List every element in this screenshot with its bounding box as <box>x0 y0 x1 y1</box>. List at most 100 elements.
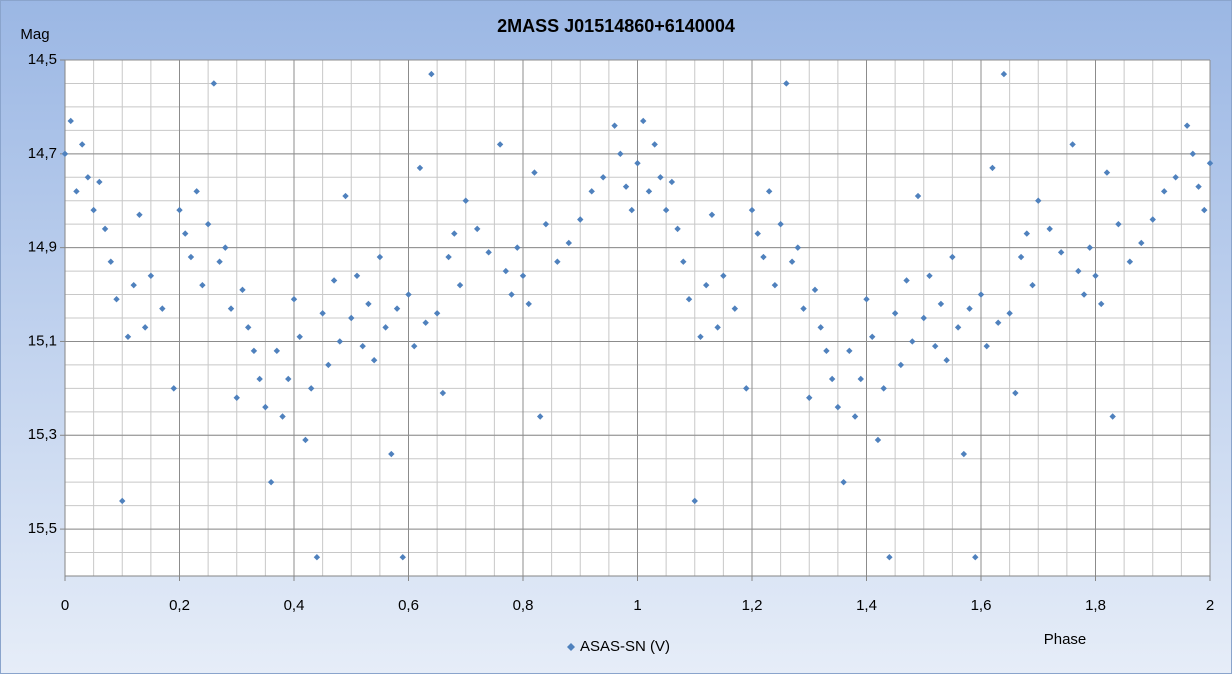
data-point <box>176 206 183 214</box>
x-tick-label: 0,6 <box>398 597 419 614</box>
data-point <box>90 206 97 214</box>
data-point <box>685 296 693 303</box>
data-point <box>1103 169 1111 176</box>
data-point <box>96 178 103 186</box>
data-point <box>1075 267 1082 275</box>
data-point <box>193 188 200 195</box>
data-point <box>599 174 607 181</box>
data-point <box>405 291 412 298</box>
data-point <box>1149 216 1156 223</box>
x-tick-label: 1,4 <box>856 597 877 614</box>
data-point <box>708 211 716 218</box>
data-point <box>502 267 510 275</box>
data-point <box>783 80 790 87</box>
data-point <box>113 296 120 303</box>
data-point <box>61 150 69 158</box>
data-point <box>697 333 704 340</box>
data-point <box>239 286 246 294</box>
data-point <box>273 347 281 355</box>
data-point <box>1012 389 1019 397</box>
data-point <box>147 272 155 279</box>
data-point <box>393 305 401 312</box>
data-point <box>1138 239 1145 247</box>
data-point <box>588 188 595 195</box>
x-tick-label: 1,2 <box>742 597 763 614</box>
data-point <box>159 305 166 312</box>
data-point <box>433 310 441 317</box>
data-point <box>1092 272 1099 279</box>
data-point <box>382 324 389 331</box>
data-point <box>227 305 235 312</box>
data-point <box>817 324 824 331</box>
data-point <box>456 281 464 289</box>
data-point <box>1172 174 1179 181</box>
data-point <box>313 554 321 561</box>
data-point <box>851 413 859 420</box>
data-point <box>296 333 303 340</box>
data-point <box>651 141 658 148</box>
data-point <box>634 160 641 167</box>
data-point <box>731 305 739 312</box>
data-point <box>78 141 86 148</box>
data-point <box>1086 244 1093 251</box>
data-point <box>897 361 905 369</box>
y-tick-label: 15,1 <box>28 332 57 349</box>
data-point <box>474 225 481 233</box>
data-point <box>743 385 750 392</box>
data-point <box>943 357 950 364</box>
data-point <box>319 310 326 317</box>
data-point <box>1023 230 1030 237</box>
data-point <box>245 324 252 331</box>
data-point <box>67 117 74 125</box>
data-point <box>1057 249 1065 256</box>
data-point <box>1006 310 1013 317</box>
data-point <box>307 385 315 392</box>
data-point <box>720 272 727 279</box>
data-point <box>840 478 847 486</box>
data-point <box>680 258 687 265</box>
y-tick-label: 15,3 <box>28 426 57 443</box>
data-point <box>748 206 756 214</box>
data-point <box>1195 183 1202 190</box>
data-point <box>628 206 635 214</box>
data-point <box>823 347 830 355</box>
data-point <box>1017 253 1025 261</box>
data-point <box>1069 141 1076 148</box>
data-point <box>250 347 258 355</box>
data-point <box>290 296 298 303</box>
data-point <box>1183 122 1191 129</box>
y-axis-label: Mag <box>20 26 49 43</box>
data-point <box>222 244 229 251</box>
data-point <box>141 324 149 331</box>
data-point <box>1189 150 1197 158</box>
data-point <box>903 277 910 284</box>
data-point <box>954 324 962 331</box>
data-point <box>496 141 504 148</box>
data-point <box>800 305 807 312</box>
data-point <box>989 164 996 172</box>
data-point <box>170 385 177 392</box>
data-point <box>994 319 1002 326</box>
data-point <box>914 192 922 200</box>
data-point <box>514 244 521 251</box>
data-point <box>834 403 842 411</box>
data-point <box>622 183 630 190</box>
data-point <box>920 314 927 322</box>
data-point <box>760 253 767 261</box>
data-point <box>811 286 819 294</box>
data-point <box>846 347 853 355</box>
data-point <box>691 497 698 505</box>
data-point <box>674 225 681 233</box>
data-point <box>611 122 618 129</box>
data-point <box>388 450 395 458</box>
data-point <box>874 436 882 444</box>
data-point <box>84 174 92 181</box>
y-tick-label: 15,5 <box>28 520 57 537</box>
legend-marker <box>567 643 575 651</box>
data-point <box>187 253 195 261</box>
data-point <box>348 314 355 322</box>
x-tick-label: 1 <box>633 597 641 614</box>
data-point <box>960 450 968 458</box>
data-point <box>130 281 137 289</box>
